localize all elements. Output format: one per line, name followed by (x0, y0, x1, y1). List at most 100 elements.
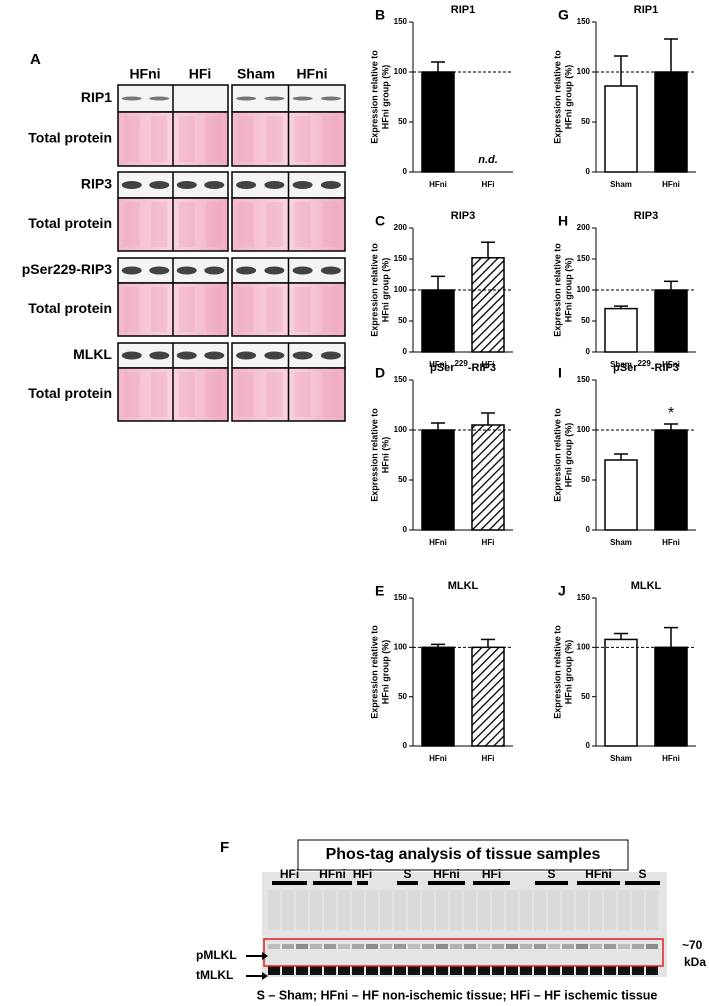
gel-band (646, 944, 658, 949)
lane-stain (294, 116, 311, 162)
y-tick-label: 150 (394, 593, 408, 602)
title-part: pSer (613, 362, 638, 374)
x-tick-label: HFi (482, 360, 495, 369)
gel-band (422, 944, 434, 949)
gel-smear (604, 890, 616, 930)
x-tick-label: HFni (429, 360, 447, 369)
gel-band (310, 944, 322, 949)
y-tick-label: 150 (394, 254, 408, 263)
bar (421, 71, 455, 173)
error-bar (614, 55, 628, 86)
lane-stain (206, 202, 223, 247)
y-axis-label: HFni group (%) (380, 258, 390, 323)
y-axis-label: Expression relative to (552, 243, 562, 337)
gel-band (492, 966, 504, 975)
gel-band (520, 944, 532, 949)
lane-stain (266, 202, 283, 247)
error-bar (481, 241, 495, 258)
gel-group-label: S (638, 867, 646, 881)
gel-band (366, 944, 378, 949)
gel-band (590, 966, 602, 975)
error-bar (664, 280, 678, 290)
lane-stain (178, 372, 195, 417)
y-axis-label: Expression relative to (369, 50, 379, 144)
gel-smear (282, 890, 294, 930)
blot-band (292, 351, 313, 360)
gel-group-bar (428, 881, 465, 885)
x-tick-label: Sham (610, 180, 632, 189)
gel-band (338, 966, 350, 975)
gel-group-label: HFi (280, 867, 299, 881)
marker-label: ~70 (682, 938, 703, 952)
blot-band (121, 96, 142, 101)
blot-band (121, 181, 142, 189)
y-tick-label: 50 (398, 692, 407, 701)
y-tick-label: 50 (581, 117, 590, 126)
gel-band (268, 944, 280, 949)
bar (421, 289, 455, 353)
bar (471, 257, 505, 353)
gel-band (380, 966, 392, 975)
y-tick-label: 200 (577, 223, 591, 232)
gel-band (422, 966, 434, 975)
blot-band (149, 351, 170, 360)
bar (421, 429, 455, 531)
y-tick-label: 50 (581, 692, 590, 701)
gel-band (562, 944, 574, 949)
blot-band (149, 96, 170, 101)
x-tick-label: HFni (662, 754, 680, 763)
title-part: 229 (454, 359, 468, 368)
blot-band (320, 96, 341, 101)
panel-label: B (375, 7, 385, 23)
error-bar (614, 632, 628, 640)
y-tick-label: 0 (403, 525, 408, 534)
y-tick-label: 0 (586, 347, 591, 356)
error-bar (664, 423, 678, 430)
blot-band (320, 266, 341, 275)
gel-band (394, 944, 406, 949)
gel-smear (310, 890, 322, 930)
panel-label: C (375, 213, 385, 229)
gel-band (282, 966, 294, 975)
lane-stain (238, 372, 255, 417)
panel-label: J (558, 583, 566, 599)
arrow-head (262, 952, 268, 960)
y-tick-label: 50 (398, 475, 407, 484)
chart-title: RIP3 (451, 210, 475, 222)
value-label: * (668, 405, 674, 422)
gel-caption: S – Sham; HFni – HF non-ischemic tissue;… (257, 988, 658, 1002)
title-part: -RIP3 (651, 362, 679, 374)
lane-stain (322, 202, 339, 247)
y-tick-label: 50 (398, 316, 407, 325)
gel-band (352, 966, 364, 975)
gel-smear (366, 890, 378, 930)
blot-row-label: pSer229-RIP3 (22, 261, 112, 277)
y-axis-label: HFni group (%) (380, 65, 390, 130)
y-axis-label: HFni group (%) (563, 65, 573, 130)
bar (604, 307, 638, 353)
y-tick-label: 150 (577, 375, 591, 384)
gel-band (464, 966, 476, 975)
gel-band (366, 966, 378, 975)
gel-smear (324, 890, 336, 930)
lane-stain (322, 287, 339, 332)
y-axis-label: HFni (%) (380, 437, 390, 474)
x-tick-label: HFi (482, 180, 495, 189)
panel-label: F (220, 839, 229, 856)
bar (471, 424, 505, 531)
gel-group-bar (473, 881, 510, 885)
error-bar (431, 422, 445, 430)
bar (604, 459, 638, 531)
lane-stain (178, 287, 195, 332)
y-axis-label: Expression relative to (369, 408, 379, 502)
lane-stain (123, 116, 140, 162)
gel-band (408, 966, 420, 975)
gel-group-label: HFi (482, 867, 501, 881)
gel-smear (548, 890, 560, 930)
gel-smear (450, 890, 462, 930)
gel-band (534, 966, 546, 975)
blot-column-label: HFi (189, 66, 212, 82)
blot-band (292, 181, 313, 189)
lane-stain (123, 372, 140, 417)
gel-smear (408, 890, 420, 930)
